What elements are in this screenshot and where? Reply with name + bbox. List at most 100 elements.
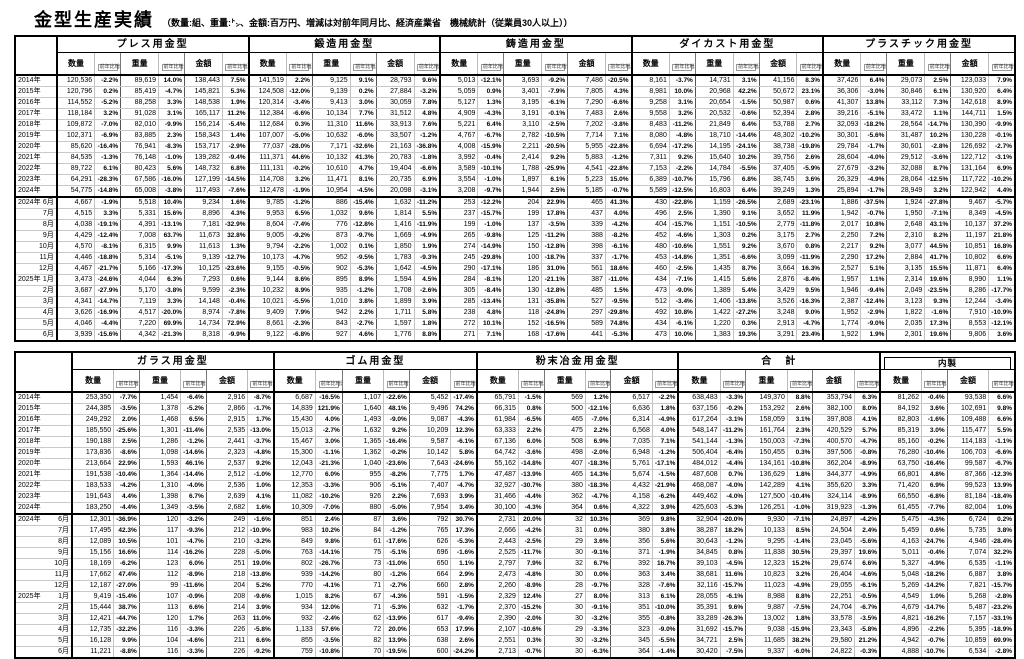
cell-value: 117,493 — [184, 185, 223, 198]
metric-header: 金額 — [408, 369, 451, 393]
cell-value: 1,708 — [375, 285, 415, 297]
cell-yoy-change: -18.3% — [584, 480, 611, 492]
cell-value: 2,390 — [475, 613, 519, 625]
cell-value: 660 — [408, 580, 451, 592]
cell-yoy-change: 0.6% — [584, 502, 611, 515]
cell-value: 7,910 — [950, 307, 989, 319]
cell-value: 351 — [610, 602, 653, 614]
cell-value: 20,532 — [694, 108, 734, 120]
cell-yoy-change: -3.1% — [988, 152, 1015, 164]
cell-value: 2,290 — [822, 252, 861, 264]
cell-yoy-change: 17.9% — [450, 624, 477, 636]
cell-value: 5,166 — [120, 263, 159, 275]
cell-value: 212 — [205, 525, 248, 537]
cell-yoy-change: -4.8% — [247, 447, 274, 459]
cell-value: 484,012 — [677, 458, 721, 470]
table-row: 2015年 120,796 0.2% 85,419 -4.7% 145,821 5.3% 12… — [15, 86, 1015, 98]
cell-value: 29,674 — [812, 558, 855, 570]
row-label: 2020年 — [15, 141, 58, 153]
cell-yoy-change: -3.2% — [413, 86, 441, 98]
report-header: 金型生産実績 （数量:組、重量:㌧、金額:百万円、増減は対前年同月比、経済産業省… — [34, 6, 1016, 32]
cell-yoy-change: 1.5% — [604, 285, 632, 297]
cell-yoy-change: -1.7% — [860, 141, 887, 153]
cell-yoy-change: 4.1% — [854, 414, 881, 426]
cell-yoy-change: 12.0% — [314, 602, 343, 614]
metric-header: 金額 — [375, 52, 415, 76]
cell-yoy-change: -4.5% — [988, 208, 1015, 220]
cell-yoy-change: 0.3% — [285, 119, 313, 131]
cell-value: 2,797 — [475, 558, 519, 570]
cell-yoy-change: 4.1% — [786, 480, 813, 492]
cell-yoy-change: 6.4% — [988, 263, 1015, 275]
cell-value: 2,884 — [886, 252, 925, 264]
cell-yoy-change: -15.4% — [113, 591, 140, 603]
cell-yoy-change: -12.1% — [477, 75, 504, 87]
cell-yoy-change: 6.6% — [247, 635, 274, 647]
cell-value: 2,314 — [886, 274, 925, 286]
cell-yoy-change: 6.1% — [94, 163, 121, 175]
cell-yoy-change: 9.8% — [988, 403, 1015, 415]
cell-value: 500 — [543, 403, 586, 415]
cell-value: 120 — [138, 513, 181, 526]
cell-value: 1,711 — [375, 307, 415, 319]
cell-yoy-change: -4.7% — [285, 252, 313, 264]
cell-value: 28,604 — [822, 152, 861, 164]
cell-yoy-change: -16.2% — [921, 613, 948, 625]
cell-yoy-change: -3.5% — [314, 635, 343, 647]
cell-yoy-change: 7.1% — [604, 130, 632, 142]
cell-value: 20,735 — [375, 174, 415, 186]
column-group-header: 粉末冶金用金型 — [475, 352, 679, 370]
cell-yoy-change: 48.1% — [383, 403, 410, 415]
row-label: 10月 — [15, 241, 58, 253]
cell-value: 7,290 — [567, 97, 606, 109]
cell-yoy-change: 69.9% — [158, 318, 185, 330]
yoy-change-header: 前年比増減 — [247, 369, 274, 393]
metric-header: 数量 — [475, 369, 519, 393]
row-year-label: 2024年 — [18, 504, 41, 511]
yoy-change-header: 前年比増減 — [786, 369, 813, 393]
column-group-label: 鍛造用金型 — [314, 39, 375, 50]
cell-yoy-change: -9.4% — [860, 285, 887, 297]
cell-value: 849 — [272, 536, 316, 548]
cell-yoy-change: -5.6% — [860, 130, 887, 142]
cell-yoy-change: 11.9% — [796, 208, 824, 220]
table-row: 2015年 244,385 -3.5% 1,378 -5.2% 2,866 -1.7% 14,… — [15, 403, 1015, 415]
cell-value: 31,692 — [677, 624, 721, 636]
cell-value: 31,512 — [375, 108, 415, 120]
cell-yoy-change: -0.8% — [651, 613, 679, 625]
cell-value: 935 — [311, 285, 351, 297]
cell-yoy-change: 19.6% — [924, 274, 951, 286]
cell-yoy-change: -1.0% — [786, 502, 813, 515]
cell-value: 4,942 — [879, 635, 922, 647]
cell-yoy-change: -16.4% — [94, 141, 121, 153]
cell-value: 4,896 — [879, 624, 922, 636]
header-label: 金額 — [578, 59, 595, 68]
cell-yoy-change: -9.9% — [158, 119, 185, 131]
cell-value: 12,770 — [272, 469, 316, 481]
row-label: 2020年 — [15, 458, 74, 470]
cell-value: 124,508 — [247, 86, 287, 98]
table-row: 2018年 109,872 -7.0% 82,010 -9.9% 156,214 -5.4%… — [15, 119, 1015, 131]
row-year-label: 2024年 — [18, 187, 41, 194]
cell-value: 392 — [610, 558, 653, 570]
cell-yoy-change: 1.3% — [221, 241, 249, 253]
cell-value: 2,301 — [886, 329, 925, 342]
cell-yoy-change: -0.1% — [988, 130, 1015, 142]
cell-value: 851 — [272, 513, 316, 526]
cell-yoy-change: -9.8% — [477, 230, 504, 242]
column-group-header: ガラス用金型 — [71, 352, 274, 370]
cell-yoy-change: -4.7% — [450, 480, 477, 492]
cell-value: 4,322 — [610, 502, 653, 515]
cell-yoy-change: -12.2% — [477, 196, 504, 209]
cell-value: 130,920 — [950, 86, 989, 98]
yoy-change-header: 前年比増減 — [924, 52, 951, 76]
cell-value: 1,362 — [341, 447, 384, 459]
cell-value: 3,099 — [758, 252, 797, 264]
cell-yoy-change: 9.1% — [732, 208, 760, 220]
cell-value: 33,913 — [375, 119, 415, 131]
cell-value: 1,899 — [375, 296, 415, 308]
cell-value: 218 — [205, 569, 248, 581]
table-row: 8月 4,038 -19.1% 4,391 -13.1% 7,181 -32.9% 8,604… — [15, 219, 1015, 231]
row-label: 2017年 — [15, 108, 58, 120]
